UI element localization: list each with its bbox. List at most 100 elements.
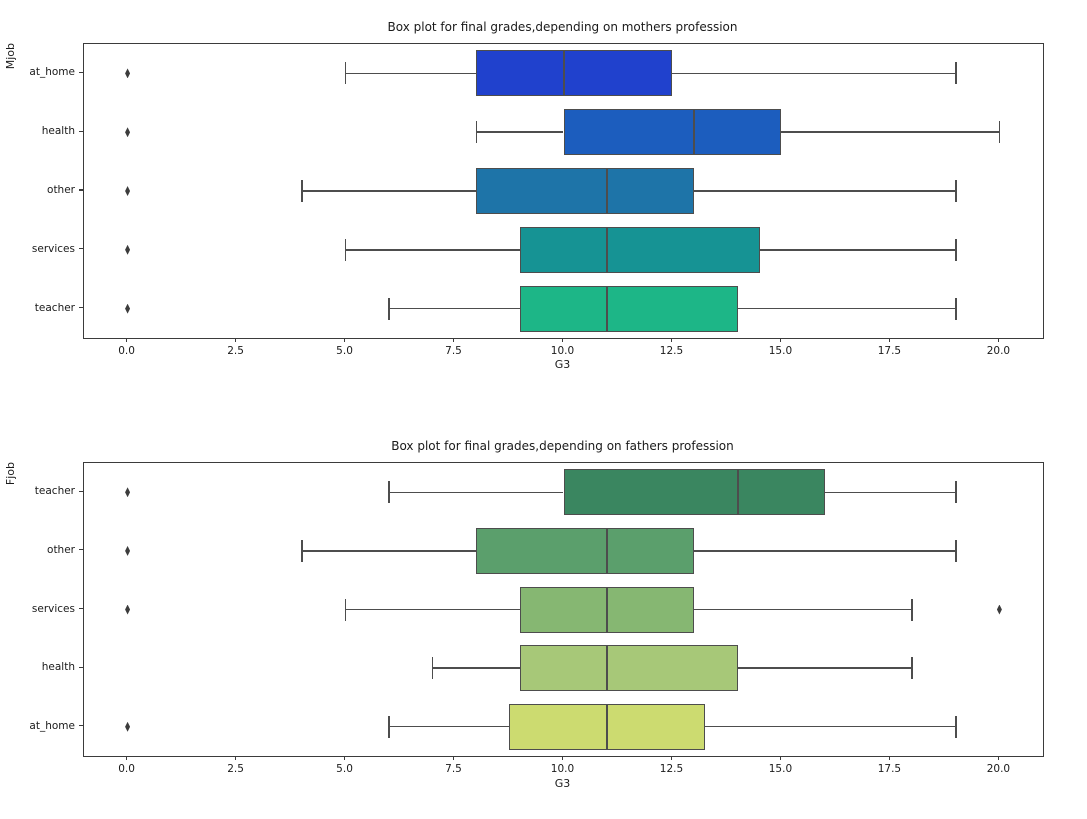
xtick-mark-2.5: [234, 756, 237, 761]
ytick-label-other: other: [47, 184, 75, 196]
xtick-label-2.5: 2.5: [227, 763, 244, 775]
whisker-high-teacher: [825, 491, 956, 494]
whisker-cap-high-teacher: [955, 481, 957, 504]
outlier-teacher: [125, 487, 131, 498]
box-health: [519, 645, 738, 692]
whisker-high-other: [694, 190, 956, 192]
whisker-cap-high-services: [911, 598, 913, 621]
whisker-cap-high-at_home: [955, 715, 957, 738]
whisker-cap-high-teacher: [955, 297, 957, 320]
box-other: [476, 168, 695, 214]
outlier-other: [125, 545, 131, 556]
xtick-mark-10.0: [561, 756, 564, 761]
whisker-low-services: [345, 249, 520, 251]
xtick-mark-15.0: [779, 338, 782, 343]
xtick-label-17.5: 17.5: [877, 763, 902, 775]
xtick-label-5.0: 5.0: [336, 345, 353, 357]
whisker-low-other: [301, 550, 477, 552]
xtick-mark-7.5: [452, 756, 455, 761]
whisker-high-at_home: [672, 72, 956, 75]
xtick-label-5.0: 5.0: [336, 763, 353, 775]
xtick-mark-0.0: [125, 338, 128, 343]
whisker-cap-low-teacher: [388, 481, 390, 504]
xtick-label-10.0: 10.0: [550, 345, 575, 357]
xtick-label-10.0: 10.0: [550, 763, 575, 775]
whisker-cap-high-other: [955, 539, 957, 562]
median-teacher: [606, 285, 609, 332]
median-services: [606, 226, 609, 273]
ytick-mark-teacher: [78, 307, 83, 309]
xtick-mark-17.5: [888, 756, 891, 761]
outlier-services: [125, 244, 131, 255]
whisker-cap-low-services: [344, 238, 347, 261]
xtick-label-2.5: 2.5: [227, 345, 244, 357]
box-other: [476, 527, 695, 574]
subplot-fjob: Box plot for final grades,depending on f…: [0, 419, 1087, 819]
ytick-mark-health: [78, 130, 83, 132]
ytick-mark-at_home: [78, 71, 83, 73]
xtick-label-12.5: 12.5: [659, 345, 684, 357]
xtick-mark-20.0: [997, 338, 999, 343]
median-services: [606, 586, 609, 633]
ytick-label-services: services: [31, 242, 75, 255]
xtick-label-15.0: 15.0: [768, 763, 793, 775]
xtick-mark-0.0: [125, 756, 128, 761]
whisker-high-services: [759, 249, 956, 251]
whisker-cap-low-other: [301, 539, 303, 562]
box-services: [519, 226, 760, 273]
box-at_home: [476, 50, 673, 97]
ytick-mark-at_home: [78, 725, 83, 727]
whisker-cap-high-health: [998, 121, 1001, 144]
median-health: [606, 645, 609, 692]
median-other: [606, 527, 609, 574]
whisker-cap-low-health: [475, 121, 478, 144]
xtick-label-17.5: 17.5: [877, 345, 902, 357]
ytick-label-health: health: [41, 125, 75, 138]
outlier-services: [996, 604, 1002, 615]
ytick-mark-other: [78, 549, 83, 551]
y-axis-label: Fjob: [4, 462, 17, 486]
whisker-high-other: [694, 550, 956, 552]
whisker-high-teacher: [737, 307, 956, 310]
xtick-mark-5.0: [343, 756, 346, 761]
whisker-cap-low-health: [431, 657, 434, 680]
whisker-low-health: [476, 131, 564, 133]
median-teacher: [736, 469, 739, 516]
x-axis-label: G3: [554, 777, 571, 790]
median-at_home: [562, 50, 565, 97]
outlier-teacher: [125, 303, 131, 314]
ytick-label-at_home: at_home: [29, 719, 75, 732]
whisker-low-at_home: [345, 72, 477, 75]
xtick-label-0.0: 0.0: [118, 345, 135, 357]
whisker-high-at_home: [705, 725, 956, 728]
whisker-low-teacher: [389, 491, 564, 494]
whisker-cap-high-services: [955, 238, 957, 261]
ytick-label-services: services: [31, 602, 75, 615]
chart-title: Box plot for final grades,depending on m…: [387, 20, 738, 34]
subplot-mjob: Box plot for final grades,depending on m…: [0, 0, 1087, 400]
outlier-health: [125, 127, 131, 138]
xtick-label-7.5: 7.5: [445, 345, 462, 357]
whisker-high-services: [694, 608, 913, 611]
xtick-mark-12.5: [670, 756, 673, 761]
ytick-label-teacher: teacher: [34, 301, 75, 314]
median-at_home: [606, 703, 609, 750]
whisker-low-health: [432, 667, 520, 669]
whisker-low-other: [301, 190, 477, 192]
ytick-mark-other: [78, 189, 83, 191]
whisker-cap-high-other: [955, 180, 957, 202]
whisker-low-services: [345, 608, 520, 611]
chart-title: Box plot for final grades,depending on f…: [391, 439, 734, 453]
x-axis-label: G3: [554, 358, 571, 371]
xtick-mark-5.0: [343, 338, 346, 343]
outlier-services: [125, 604, 131, 615]
plot-area: [83, 462, 1044, 757]
ytick-label-other: other: [47, 543, 75, 556]
whisker-cap-low-teacher: [388, 297, 390, 320]
plot-area: [83, 43, 1044, 339]
whisker-low-at_home: [389, 725, 509, 728]
xtick-mark-7.5: [452, 338, 455, 343]
xtick-mark-10.0: [561, 338, 564, 343]
xtick-label-20.0: 20.0: [986, 345, 1011, 357]
whisker-cap-low-at_home: [388, 715, 390, 738]
